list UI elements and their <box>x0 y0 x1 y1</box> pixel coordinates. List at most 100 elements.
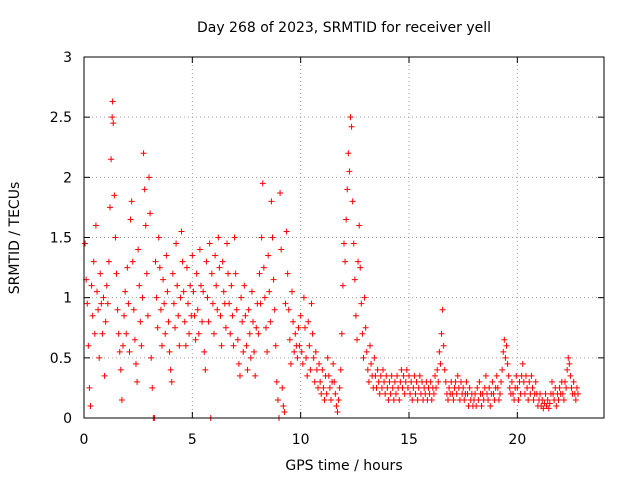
data-point <box>559 390 566 397</box>
data-point <box>231 234 238 241</box>
data-point <box>341 240 347 247</box>
data-point <box>88 282 95 289</box>
data-point <box>94 288 100 295</box>
data-point <box>139 294 146 301</box>
data-point <box>414 396 421 403</box>
data-point <box>289 288 295 295</box>
data-point <box>415 384 422 391</box>
data-point <box>125 300 132 307</box>
data-point <box>270 276 277 283</box>
data-point <box>342 258 349 265</box>
data-point <box>274 396 281 403</box>
data-point <box>180 288 187 295</box>
data-point <box>134 378 141 385</box>
data-point <box>200 288 207 295</box>
data-point <box>149 384 156 391</box>
data-point <box>494 384 501 391</box>
data-point <box>142 222 149 229</box>
data-point <box>508 378 515 385</box>
data-point <box>351 276 358 283</box>
data-point <box>201 348 208 355</box>
data-point <box>282 300 289 307</box>
y-tick-label: 0 <box>63 411 72 427</box>
data-point <box>439 306 446 313</box>
data-point <box>316 360 323 367</box>
data-point <box>196 246 203 253</box>
data-point <box>160 276 167 283</box>
data-point <box>129 258 136 265</box>
data-point <box>280 402 287 409</box>
data-point <box>478 402 485 409</box>
data-point <box>191 312 198 319</box>
data-point <box>163 252 170 259</box>
data-point <box>334 408 341 415</box>
data-point <box>513 372 520 379</box>
data-point <box>489 378 496 385</box>
data-point <box>279 384 286 391</box>
data-point <box>473 402 480 409</box>
data-point <box>116 348 123 355</box>
data-point <box>92 222 99 229</box>
data-point <box>192 336 199 343</box>
data-point <box>117 366 124 373</box>
data-point <box>544 396 551 403</box>
data-point <box>205 318 212 325</box>
data-point <box>361 294 368 301</box>
data-point <box>89 312 96 319</box>
data-point <box>452 378 459 385</box>
data-point <box>545 405 552 412</box>
data-point <box>360 354 367 361</box>
data-point <box>562 378 568 385</box>
data-point <box>183 264 190 271</box>
data-point <box>95 306 102 313</box>
data-point <box>215 234 222 241</box>
data-point <box>311 378 318 385</box>
y-tick-label: 2.5 <box>50 110 72 126</box>
data-point <box>520 378 527 385</box>
data-point <box>503 342 510 349</box>
data-point <box>220 288 227 295</box>
data-point <box>378 384 385 391</box>
data-point <box>209 300 216 307</box>
data-point <box>510 390 516 397</box>
data-point <box>237 372 243 379</box>
data-point <box>193 270 200 277</box>
data-point <box>98 300 105 307</box>
data-point <box>338 330 345 337</box>
data-point <box>86 384 93 391</box>
data-point <box>564 366 571 373</box>
data-point <box>175 312 182 319</box>
data-point <box>563 384 570 391</box>
data-point <box>312 348 319 355</box>
data-point <box>372 372 379 379</box>
data-point <box>291 348 298 355</box>
x-tick-label: 5 <box>188 432 197 448</box>
data-point <box>185 300 191 307</box>
data-point <box>107 204 113 211</box>
data-point <box>318 390 325 397</box>
data-point <box>332 390 339 397</box>
data-point <box>194 306 201 313</box>
data-point <box>111 192 118 199</box>
data-point <box>445 396 451 403</box>
data-point <box>214 306 221 313</box>
data-point <box>460 384 467 391</box>
data-point <box>482 372 489 379</box>
data-point <box>100 294 107 301</box>
data-point <box>401 390 408 397</box>
data-point <box>358 300 365 307</box>
data-point <box>528 372 535 379</box>
data-point <box>441 366 448 373</box>
data-point <box>529 384 536 391</box>
data-point <box>131 336 138 343</box>
data-point <box>169 270 176 277</box>
data-point <box>486 384 493 391</box>
data-point <box>266 288 273 295</box>
data-point <box>565 354 572 361</box>
data-point <box>476 378 483 385</box>
data-point <box>299 360 306 367</box>
data-point <box>427 378 434 385</box>
data-point <box>436 348 443 355</box>
data-point <box>260 264 267 271</box>
data-point <box>308 300 315 307</box>
